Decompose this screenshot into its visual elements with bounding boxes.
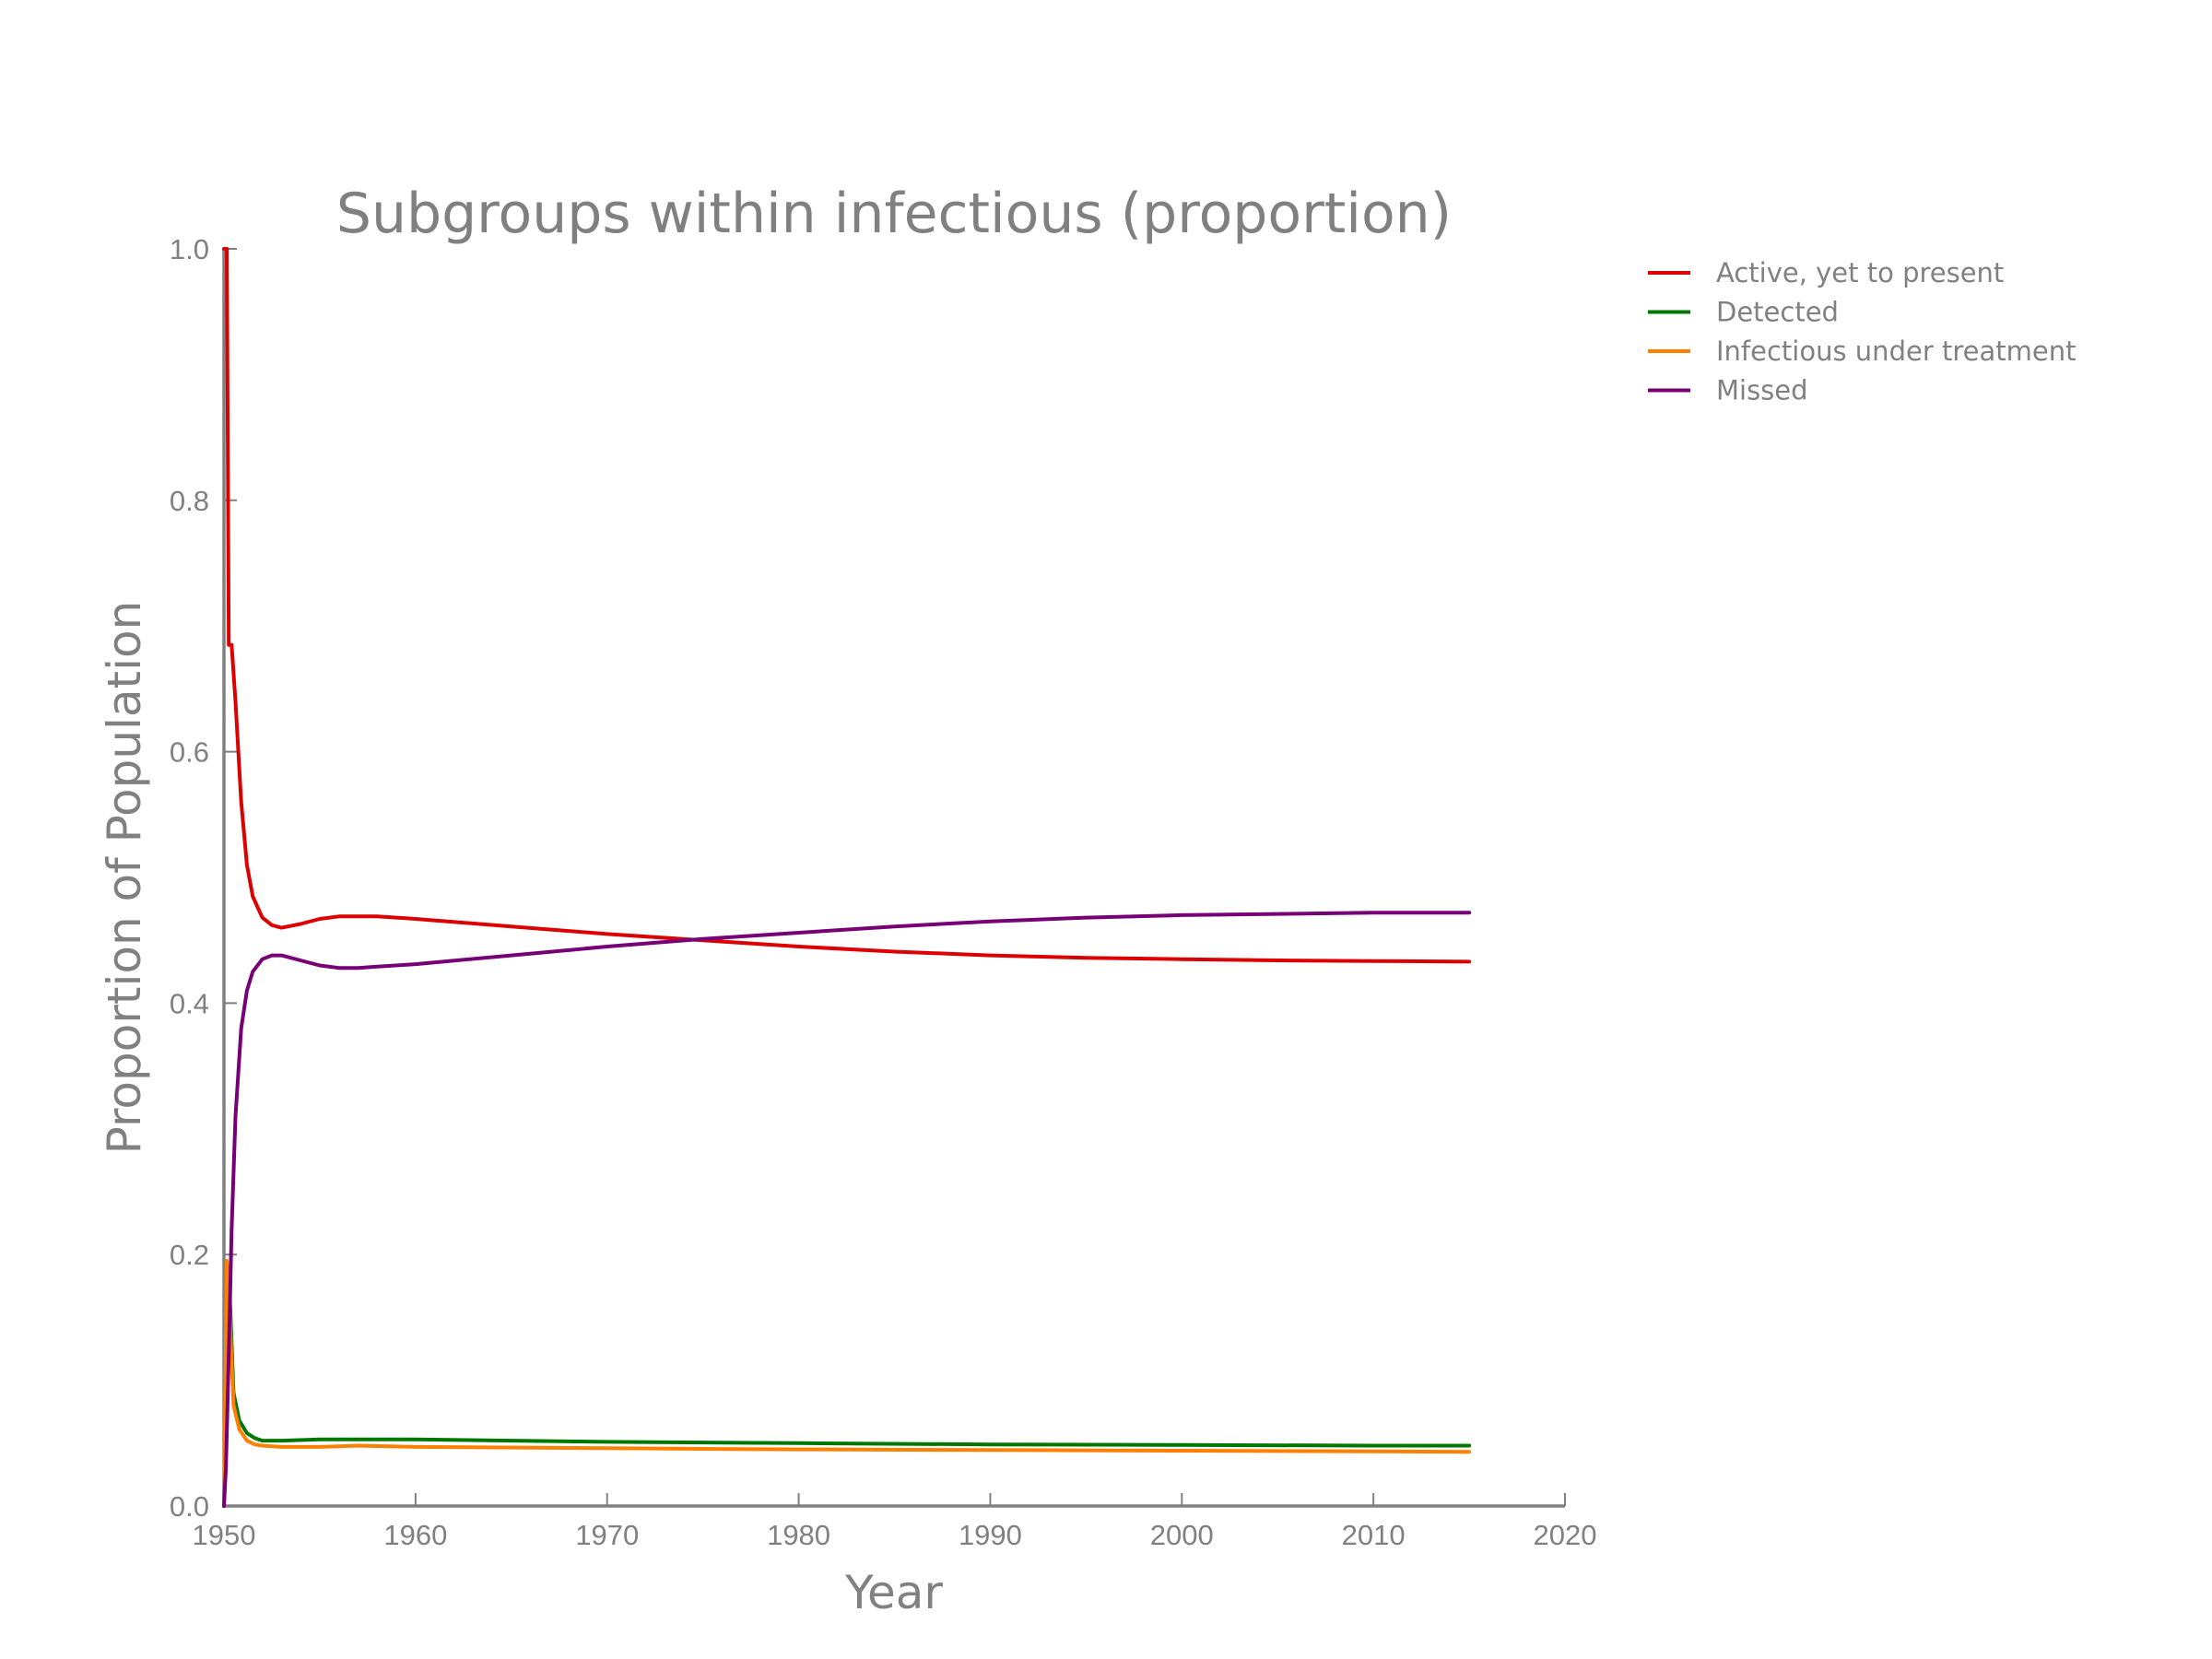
y-tick-label: 0.0 bbox=[170, 1490, 209, 1523]
y-tick-label: 0.2 bbox=[170, 1239, 209, 1271]
series-line-1 bbox=[222, 1265, 1472, 1508]
series-line-2 bbox=[222, 1259, 1472, 1508]
series-lines bbox=[222, 247, 1472, 1508]
legend-label: Detected bbox=[1716, 297, 1839, 328]
x-tick-label: 2020 bbox=[1534, 1519, 1597, 1551]
legend-label: Infectious under treatment bbox=[1716, 335, 2076, 367]
y-tick-label: 0.4 bbox=[170, 987, 209, 1019]
x-tick-label: 1950 bbox=[193, 1519, 256, 1551]
x-tick-label: 1970 bbox=[575, 1519, 639, 1551]
axis-ticks: 1950 1960 1970 1980 1990 2000 2010 2020 0.0 0.2 0.… bbox=[170, 233, 1597, 1551]
x-tick-label: 1990 bbox=[959, 1519, 1022, 1551]
y-tick-label: 0.6 bbox=[170, 736, 209, 769]
y-tick-label: 0.8 bbox=[170, 485, 209, 517]
x-tick-label: 2000 bbox=[1150, 1519, 1214, 1551]
legend-label: Missed bbox=[1716, 375, 1808, 406]
y-tick-label: 1.0 bbox=[170, 233, 209, 265]
x-tick-label: 1980 bbox=[767, 1519, 830, 1551]
x-tick-label: 2010 bbox=[1342, 1519, 1406, 1551]
series-line-0 bbox=[222, 247, 1472, 964]
x-tick-label: 1960 bbox=[383, 1519, 447, 1551]
legend-label: Active, yet to present bbox=[1716, 257, 2004, 288]
legend: Active, yet to present Detected Infectious… bbox=[1648, 257, 2076, 406]
y-axis-label: Proportion of Population bbox=[98, 601, 151, 1155]
x-axis-label: Year bbox=[844, 1566, 943, 1619]
chart-title: Subgroups within infectious (proportion) bbox=[336, 182, 1452, 246]
series-line-3 bbox=[222, 911, 1472, 1508]
